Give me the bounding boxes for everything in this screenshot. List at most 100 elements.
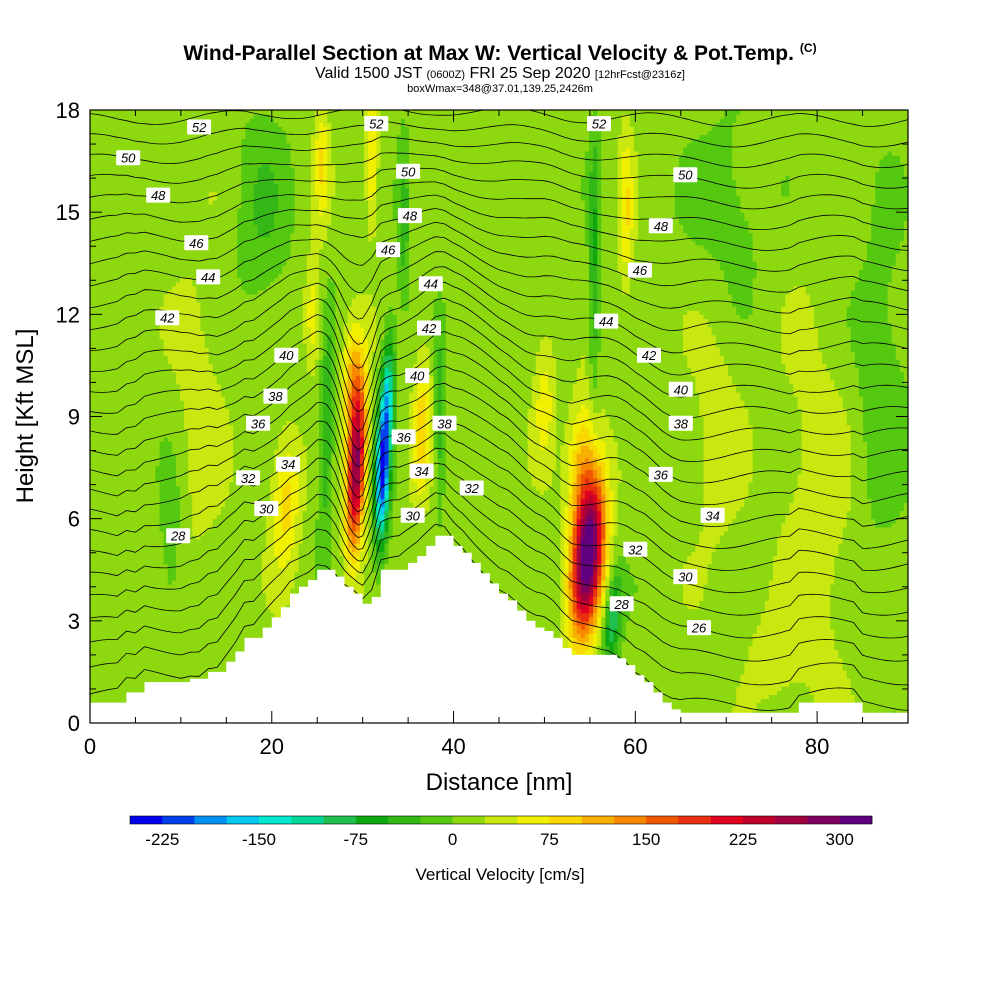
w-cell <box>376 367 381 389</box>
w-cell <box>376 526 381 540</box>
contour-label-box <box>417 320 441 336</box>
x-axis-title: Distance [nm] <box>426 769 573 796</box>
w-cell <box>891 154 897 266</box>
w-cell <box>323 355 328 508</box>
w-cell <box>887 150 893 283</box>
w-cell <box>613 588 619 601</box>
w-cell <box>580 110 586 176</box>
w-cell <box>617 469 623 483</box>
w-cell <box>130 110 136 723</box>
w-cell <box>184 428 189 723</box>
contour-label-text: 26 <box>691 621 707 636</box>
w-cell <box>744 318 750 409</box>
w-cell <box>413 110 418 364</box>
w-cell <box>204 347 210 532</box>
w-cell <box>388 326 394 344</box>
w-cell <box>368 449 373 723</box>
w-cell <box>359 490 365 503</box>
forecast-info: [12hrFcst@2316z] <box>594 69 685 81</box>
w-cell <box>617 555 623 577</box>
w-cell <box>384 334 390 348</box>
colorbar-title: Vertical Velocity [cm/s] <box>415 865 584 884</box>
w-cell <box>376 551 381 565</box>
w-cell <box>580 526 586 540</box>
w-cell <box>867 240 872 499</box>
w-cell <box>580 445 586 463</box>
w-cell <box>744 220 750 320</box>
w-cell <box>319 146 324 185</box>
w-cell <box>351 297 357 324</box>
w-cell <box>777 110 782 536</box>
w-cell <box>351 110 357 299</box>
w-cell <box>633 150 639 242</box>
w-cell <box>899 240 905 373</box>
colorbar-swatch <box>355 816 389 824</box>
contour-label-box <box>627 262 652 278</box>
w-cell <box>388 449 394 471</box>
w-cell <box>253 183 259 226</box>
contour-labels: 5250484644424038363432302852504846444240… <box>116 116 725 636</box>
w-cell <box>576 535 582 548</box>
w-cell <box>572 110 578 385</box>
w-cell <box>200 535 206 723</box>
w-cell <box>343 322 349 348</box>
w-cell <box>650 110 656 723</box>
contour-label-box <box>459 480 484 496</box>
contour-label: 32 <box>623 541 648 557</box>
w-cell <box>351 543 357 552</box>
w-cell <box>695 310 701 393</box>
w-cell <box>384 314 390 336</box>
w-cell <box>184 110 189 279</box>
w-cell <box>351 514 357 524</box>
w-cell <box>580 539 586 581</box>
w-cell <box>364 445 369 479</box>
w-cell <box>572 596 578 614</box>
contour-label-text: 28 <box>170 529 186 544</box>
w-cell <box>899 110 905 164</box>
w-cell <box>597 436 602 454</box>
contour-label-text: 48 <box>151 188 166 203</box>
contour-label-text: 50 <box>121 151 136 166</box>
w-cell <box>732 179 737 307</box>
w-cell <box>703 318 709 585</box>
w-cell <box>584 592 590 601</box>
contour-label-box <box>673 167 698 183</box>
w-cell <box>617 273 623 471</box>
w-cell <box>891 522 897 712</box>
contour-label-box <box>687 620 711 636</box>
w-cell <box>310 342 316 377</box>
w-cell <box>319 216 324 250</box>
w-cell <box>588 502 594 512</box>
w-cell <box>384 347 390 356</box>
w-cell <box>175 539 181 723</box>
theta-contour <box>90 507 908 686</box>
w-cell <box>588 110 594 115</box>
w-cell <box>572 612 578 626</box>
w-cell <box>605 110 611 418</box>
w-cell <box>355 293 361 324</box>
w-cell <box>364 338 369 373</box>
colorbar-frame <box>129 815 873 825</box>
w-cell <box>204 530 210 723</box>
w-cell <box>282 485 287 532</box>
w-cell <box>736 686 741 723</box>
w-cell <box>134 110 140 723</box>
contour-label-text: 52 <box>369 117 384 132</box>
w-cell <box>764 600 770 700</box>
w-cell <box>572 449 578 483</box>
w-cell <box>417 110 422 348</box>
w-cell <box>278 567 283 618</box>
w-cell <box>895 154 901 254</box>
w-cell <box>543 371 549 446</box>
colorbar-swatch <box>259 816 292 824</box>
contour-label-box <box>432 415 457 431</box>
w-cell <box>695 110 701 140</box>
w-cell <box>605 608 611 626</box>
theta-contour <box>90 432 908 571</box>
w-cell <box>572 624 578 638</box>
w-cell <box>613 110 619 442</box>
w-cell <box>110 110 116 723</box>
contour-label: 34 <box>409 463 434 479</box>
w-cell <box>380 514 386 524</box>
w-cell <box>605 588 611 601</box>
